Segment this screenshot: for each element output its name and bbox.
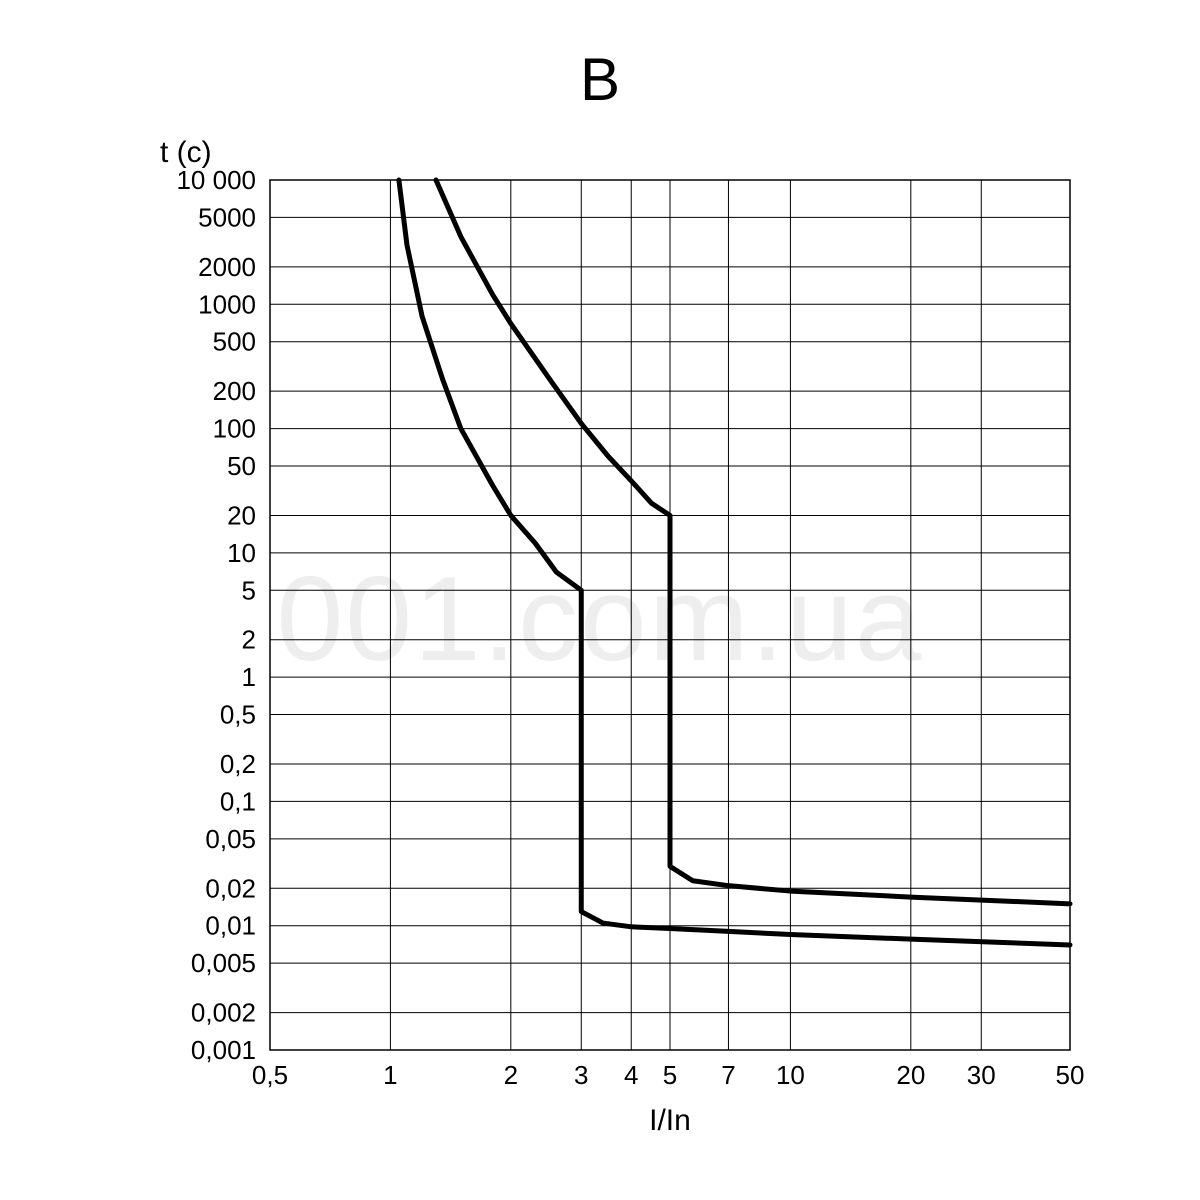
- x-tick-label: 50: [1056, 1060, 1085, 1090]
- x-tick-label: 7: [721, 1060, 735, 1090]
- x-tick-label: 1: [383, 1060, 397, 1090]
- y-tick-label: 0,2: [220, 749, 256, 779]
- x-tick-label: 10: [776, 1060, 805, 1090]
- x-tick-label: 4: [624, 1060, 638, 1090]
- y-tick-label: 1: [242, 662, 256, 692]
- y-tick-label: 10: [227, 538, 256, 568]
- y-tick-label: 20: [227, 500, 256, 530]
- y-tick-label: 500: [213, 327, 256, 357]
- y-tick-label: 10 000: [176, 165, 256, 195]
- y-tick-label: 200: [213, 376, 256, 406]
- y-tick-label: 0,05: [205, 824, 256, 854]
- y-tick-label: 50: [227, 451, 256, 481]
- y-tick-label: 0,1: [220, 786, 256, 816]
- y-tick-label: 0,001: [191, 1035, 256, 1065]
- y-tick-labels: 0,001 0,002 0,005 0,01 0,02 0,05 0,1 0,2 0,5 1 2 5 1…: [176, 165, 256, 1065]
- x-tick-labels: 0,5 1 2 3 45 7 10 20 30 50: [252, 1060, 1085, 1090]
- y-tick-label: 0,002: [191, 998, 256, 1028]
- x-tick-label: 2: [504, 1060, 518, 1090]
- y-tick-label: 2: [242, 625, 256, 655]
- y-tick-label: 0,02: [205, 873, 256, 903]
- y-tick-label: 0,01: [205, 911, 256, 941]
- chart-title: B: [580, 46, 620, 113]
- y-tick-label: 1000: [198, 289, 256, 319]
- x-axis-label: I/In: [649, 1104, 691, 1137]
- y-tick-label: 100: [213, 414, 256, 444]
- y-tick-label: 0,5: [220, 700, 256, 730]
- y-axis-label: t (c): [160, 136, 212, 169]
- watermark-text: 001.com.ua: [276, 552, 923, 686]
- x-tick-label: 0,5: [252, 1060, 288, 1090]
- y-tick-label: 2000: [198, 252, 256, 282]
- x-tick-label: 20: [896, 1060, 925, 1090]
- x-tick-label: 3: [574, 1060, 588, 1090]
- y-tick-label: 0,005: [191, 948, 256, 978]
- x-tick-label: 30: [967, 1060, 996, 1090]
- x-tick-label: 5: [663, 1060, 677, 1090]
- y-tick-label: 5000: [198, 202, 256, 232]
- trip-curve-chart: 001.com.ua B 0,001 0,002 0,005 0,01 0,02 0,05…: [0, 0, 1200, 1200]
- y-tick-label: 5: [242, 575, 256, 605]
